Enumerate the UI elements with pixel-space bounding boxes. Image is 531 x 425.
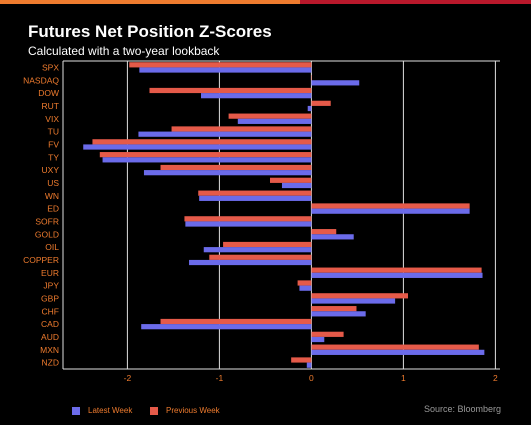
category-label: JPY [43,281,59,291]
bar-previous [291,357,312,363]
category-label: WN [45,191,59,201]
category-label: CHF [42,306,59,316]
bar-latest [299,285,312,291]
category-label: NZD [42,358,59,368]
category-label: RUT [42,101,59,111]
bar-previous [228,113,312,119]
category-label: GBP [41,293,59,303]
bar-previous [311,100,331,106]
top-accent-orange [0,0,300,4]
x-tick-label: 2 [493,373,498,383]
bar-previous [311,293,408,299]
bar-latest [311,80,360,86]
category-label: MXN [40,345,59,355]
legend-swatch-previous [150,406,158,415]
bar-latest [311,272,483,278]
bar-latest [311,298,396,304]
bar-latest [311,349,485,355]
category-label: NASDAQ [23,75,59,85]
bar-previous [270,177,312,183]
bar-previous [297,280,312,286]
category-label: VIX [45,114,59,124]
category-label: US [47,178,59,188]
bar-latest [311,234,354,240]
category-label: FV [48,139,59,149]
legend-label-latest: Latest Week [88,406,133,415]
top-accent-bar [0,0,531,4]
x-tick-label: 0 [309,373,314,383]
bar-latest [189,259,312,266]
source-note: Source: Bloomberg [423,404,501,414]
bar-previous [311,267,482,273]
bar-latest [185,221,312,227]
x-tick-label: 1 [401,373,406,383]
category-label: UXY [42,165,60,175]
bar-previous [171,126,312,132]
category-label: GOLD [35,229,59,239]
legend-swatch-latest [72,406,80,415]
category-label: ED [47,204,59,214]
legend-item-latest: Latest Week [72,406,132,415]
bar-latest [102,157,312,163]
category-label: OIL [45,242,59,252]
bar-latest [306,362,312,368]
bar-previous [99,152,312,158]
bar-previous [160,318,312,325]
bar-previous [311,203,470,209]
bar-previous [129,62,312,68]
bar-previous [184,216,312,222]
bar-previous [311,75,312,81]
bar-latest [199,195,312,201]
category-label: CAD [41,319,59,329]
bar-previous [149,87,312,94]
bar-previous [209,254,312,260]
bar-latest [83,144,312,150]
legend-label-previous: Previous Week [166,406,220,415]
category-label: AUD [41,332,59,342]
bar-latest [139,67,312,73]
chart-title: Futures Net Position Z-Scores [28,22,272,41]
bar-latest [141,324,312,330]
category-label: TY [48,152,59,162]
chart-subtitle: Calculated with a two-year lookback [28,44,220,58]
bar-latest [203,247,312,253]
legend-item-previous: Previous Week [150,406,220,415]
category-label: DOW [38,88,59,98]
bar-previous [311,229,337,235]
bar-previous [311,331,344,337]
bar-latest [138,131,312,137]
bar-latest [143,170,312,176]
top-accent-red [300,0,531,4]
bar-previous [311,306,357,312]
bar-previous [223,241,312,248]
bar-latest [311,208,470,214]
bar-previous [160,164,312,171]
bar-latest [311,336,325,343]
x-tick-label: -1 [216,373,224,383]
category-label: COPPER [23,255,59,265]
bar-previous [311,344,479,350]
bar-previous [198,190,312,196]
bar-previous [92,139,312,145]
bar-latest [201,93,312,99]
bar-latest [311,311,366,317]
bar-latest [237,118,312,124]
category-label: EUR [41,268,59,278]
category-label: SPX [42,62,59,72]
category-label: TU [48,127,59,137]
category-label: SOFR [35,216,59,226]
x-tick-label: -2 [124,373,132,383]
bar-latest [307,105,312,112]
bar-latest [281,182,312,189]
